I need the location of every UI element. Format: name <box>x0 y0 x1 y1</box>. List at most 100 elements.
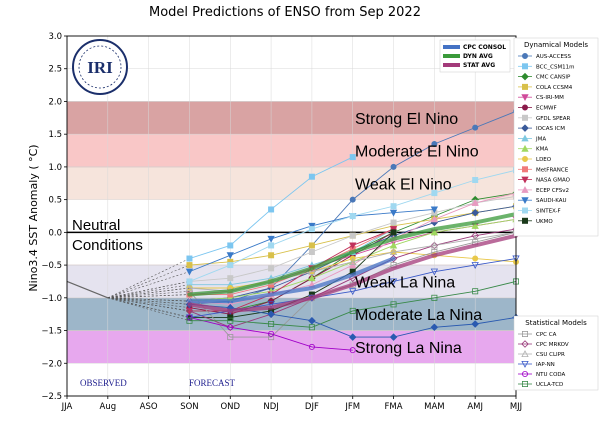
dyn-legend-label-8: JMA <box>535 136 546 142</box>
band-1 <box>67 134 516 167</box>
dyn-legend-marker-15 <box>522 207 529 214</box>
dyn-legend-marker-1 <box>522 63 529 70</box>
series-point-6-4 <box>349 232 356 239</box>
xtick-label-2: ASO <box>140 402 158 412</box>
series-point-23-2 <box>267 310 275 318</box>
xtick-label-0: JJA <box>61 402 73 412</box>
series-point-20-2 <box>267 301 275 309</box>
stat-legend-box <box>513 315 599 391</box>
model-legend: Dynamical Models AUS-ACCESS BCC_CSM11m CMC … <box>513 37 599 391</box>
series-point-17-1 <box>227 334 234 341</box>
stat-legend-marker-1 <box>521 340 529 348</box>
series-point-10-7 <box>472 255 479 262</box>
ytick-label-1: −2.0 <box>41 359 62 369</box>
ytick-label-0: −2.5 <box>41 392 62 402</box>
dyn-legend-label-13: ECEP CFSv2 <box>536 188 569 194</box>
dyn-legend-marker-16 <box>522 217 529 224</box>
series-point-15-1 <box>227 262 234 269</box>
series-point-15-3 <box>308 226 315 233</box>
series-point-9-3 <box>308 274 316 282</box>
series-point-6-3 <box>308 248 315 255</box>
xtick-label-9: MAM <box>424 402 444 412</box>
dyn-legend-marker-0 <box>522 53 529 60</box>
series-point-14-2 <box>267 235 275 243</box>
series-point-15-2 <box>268 242 275 249</box>
series-point-0-7 <box>472 124 479 131</box>
series-point-22-5 <box>390 301 397 308</box>
series-point-20-7 <box>471 262 479 269</box>
chart-title: Model Predictions of ENSO from Sep 2022 <box>149 5 421 20</box>
series-point-21-2 <box>268 330 275 337</box>
ytick-label-4: −0.5 <box>41 261 62 271</box>
series-line-21 <box>189 317 353 351</box>
series-point-16-1 <box>227 314 234 321</box>
dyn-legend-marker-7 <box>521 124 529 132</box>
series-point-12-4 <box>349 242 357 250</box>
avg-legend-label-1: DYN AVG <box>463 53 493 60</box>
avg-legend-label-0: CPC CONSOL <box>463 44 506 51</box>
dyn-legend-box <box>513 37 599 237</box>
series-point-22-7 <box>472 288 479 295</box>
series-point-14-0 <box>185 268 194 276</box>
series-point-20-4 <box>349 288 357 296</box>
series-point-19-6 <box>430 241 439 249</box>
series-point-19-7 <box>471 235 479 242</box>
series-point-5-2 <box>268 298 275 305</box>
series-point-15-4 <box>349 212 356 219</box>
series-point-19-5 <box>389 248 398 256</box>
series-point-3-2 <box>268 252 275 259</box>
series-point-14-1 <box>226 252 234 260</box>
series-point-20-6 <box>430 268 439 276</box>
ytick-label-9: 2.0 <box>48 97 62 107</box>
series-lead-13 <box>107 297 190 302</box>
stat-legend-label-1: CPC MRKOV <box>536 342 569 348</box>
series-point-1-1 <box>227 242 234 249</box>
y-axis-label: Nino3.4 SST Anomaly ( °C) <box>27 144 40 291</box>
series-lead-5 <box>107 297 190 308</box>
dyn-legend-marker-2 <box>521 72 529 81</box>
series-line-18 <box>189 228 517 328</box>
neutral-label-line2: Conditions <box>72 237 143 254</box>
series-point-3-0 <box>186 262 193 269</box>
xtick-label-6: DJF <box>305 402 319 412</box>
band-label-4: Moderate La Nina <box>355 307 482 324</box>
xtick-label-10: AMJ <box>467 402 483 412</box>
series-point-0-6 <box>431 140 438 147</box>
series-point-9-6 <box>430 228 439 236</box>
band-label-2: Weak El Nino <box>355 176 452 193</box>
ytick-label-11: 3.0 <box>48 32 62 42</box>
dyn-legend-label-16: UKMO <box>536 219 553 225</box>
xtick-label-4: OND <box>220 402 240 412</box>
dyn-legend-marker-9 <box>521 144 529 152</box>
series-lead-11 <box>107 294 190 299</box>
series-point-0-4 <box>349 196 356 203</box>
average-legend: CPC CONSOL DYN AVG STAT AVG <box>439 39 511 73</box>
band-label-1: Moderate El Nino <box>355 144 479 161</box>
ytick-label-3: −1.0 <box>41 294 62 304</box>
series-lead-19 <box>107 287 190 299</box>
series-point-16-5 <box>390 229 397 236</box>
dyn-legend-marker-10 <box>522 155 529 162</box>
series-point-15-5 <box>390 203 397 210</box>
series-lead-3 <box>107 264 190 299</box>
stat-legend-label-2: CSU CLIPR <box>536 352 565 358</box>
series-point-22-0 <box>186 317 193 324</box>
series-point-7-7 <box>471 208 479 217</box>
series-point-0-5 <box>390 163 397 170</box>
series-point-23-4 <box>348 333 357 341</box>
band-label-3: Weak La Nina <box>355 274 455 291</box>
series-point-19-3 <box>308 267 316 275</box>
series-point-1-3 <box>308 173 315 180</box>
series-point-23-6 <box>430 323 439 332</box>
series-point-9-7 <box>471 221 479 229</box>
series-point-14-6 <box>430 206 439 214</box>
series-point-6-1 <box>227 275 234 282</box>
dyn-legend-label-11: MetFRANCE <box>536 167 569 173</box>
series-point-22-4 <box>349 307 356 314</box>
stat-legend-label-4: NTU CODA <box>536 372 566 378</box>
xtick-label-3: SON <box>180 402 198 412</box>
series-point-14-3 <box>308 222 316 230</box>
ytick-label-2: −1.5 <box>41 327 62 337</box>
dyn-legend-label-14: SAUDI-KAU <box>536 198 567 204</box>
